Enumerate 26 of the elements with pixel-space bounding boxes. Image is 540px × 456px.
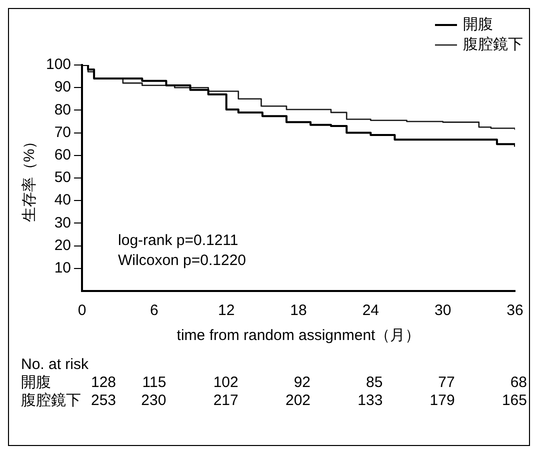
y-axis-title: 生存率（%） — [21, 134, 38, 222]
x-tick-label: 12 — [218, 302, 235, 320]
y-tick-label: 50 — [54, 169, 72, 186]
annotation: Wilcoxon p=0.1220 — [118, 252, 246, 269]
text: No. at risk — [21, 356, 90, 373]
x-tick-label: 36 — [506, 302, 524, 320]
x-tick-label: 24 — [362, 302, 380, 320]
y-tick-label: 40 — [54, 192, 72, 209]
x-tick-label: 18 — [290, 302, 307, 320]
y-tick-label: 20 — [54, 236, 72, 254]
y-tick-label: 10 — [54, 260, 72, 277]
legend-label: 開腹 — [463, 16, 493, 34]
y-tick-label: 30 — [54, 214, 72, 232]
y-tick-label: 70 — [54, 124, 72, 141]
y-tick-label: 100 — [46, 56, 72, 74]
y-tick-label: 80 — [54, 101, 72, 118]
text: 開腹 128 115 102 92 85 77 68 — [21, 374, 527, 391]
x-tick-label: 0 — [78, 302, 86, 320]
y-tick-label: 90 — [54, 78, 72, 96]
x-tick-label: 30 — [434, 302, 452, 320]
x-tick-label: 6 — [150, 302, 158, 320]
text: 腹腔鏡下 253 230 217 202 133 179 165 — [21, 392, 527, 409]
y-tick-label: 60 — [54, 146, 72, 164]
legend-label: 腹腔鏡下 — [463, 36, 523, 54]
annotation: log-rank p=0.1211 — [118, 232, 238, 249]
x-axis-title: time from random assignment（月） — [176, 327, 420, 344]
